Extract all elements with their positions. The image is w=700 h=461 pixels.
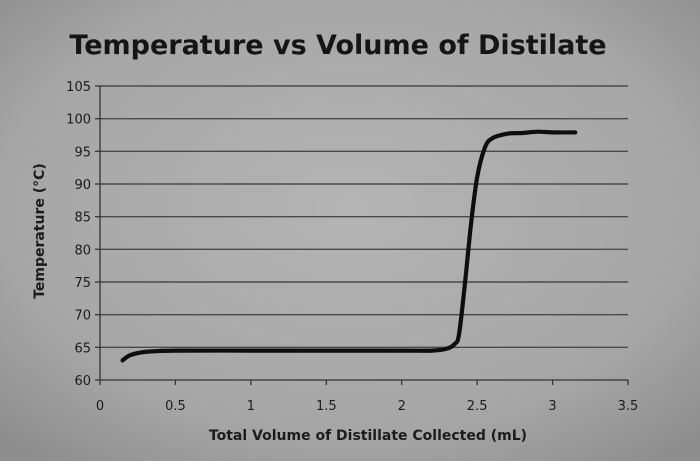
series-layer: [120, 129, 578, 363]
y-tick-label: 70: [74, 309, 91, 324]
y-tick-label: 85: [74, 211, 91, 226]
x-tick-label: 0: [96, 399, 104, 414]
y-tick-label: 60: [74, 374, 91, 389]
tick-labels: 60 65 70 75 80 85 90 95 100 105 0 0.5 1 1.5 2 2.5 3 3.5: [66, 80, 638, 414]
y-tick-label: 100: [66, 113, 91, 128]
y-tick-label: 75: [74, 276, 91, 291]
x-tick-label: 3: [548, 399, 556, 414]
x-tick-label: 0.5: [165, 399, 186, 414]
x-tick-label: 1: [247, 399, 255, 414]
series-line: [120, 129, 578, 363]
x-tick-label: 3.5: [618, 399, 639, 414]
y-tick-label: 105: [66, 80, 91, 95]
chart-title: Temperature vs Volume of Distilate: [69, 30, 606, 61]
axes: [95, 85, 629, 385]
x-axis-label: Total Volume of Distillate Collected (mL…: [209, 428, 527, 444]
x-tick-label: 2.5: [467, 399, 488, 414]
y-tick-label: 80: [74, 243, 91, 258]
y-axis-label: Temperature (°C): [32, 163, 48, 299]
y-tick-label: 65: [74, 341, 91, 356]
y-tick-label: 95: [74, 145, 91, 160]
gridlines: [100, 85, 628, 349]
x-tick-label: 1.5: [316, 399, 337, 414]
x-tick-label: 2: [398, 399, 406, 414]
y-tick-label: 90: [74, 178, 91, 193]
